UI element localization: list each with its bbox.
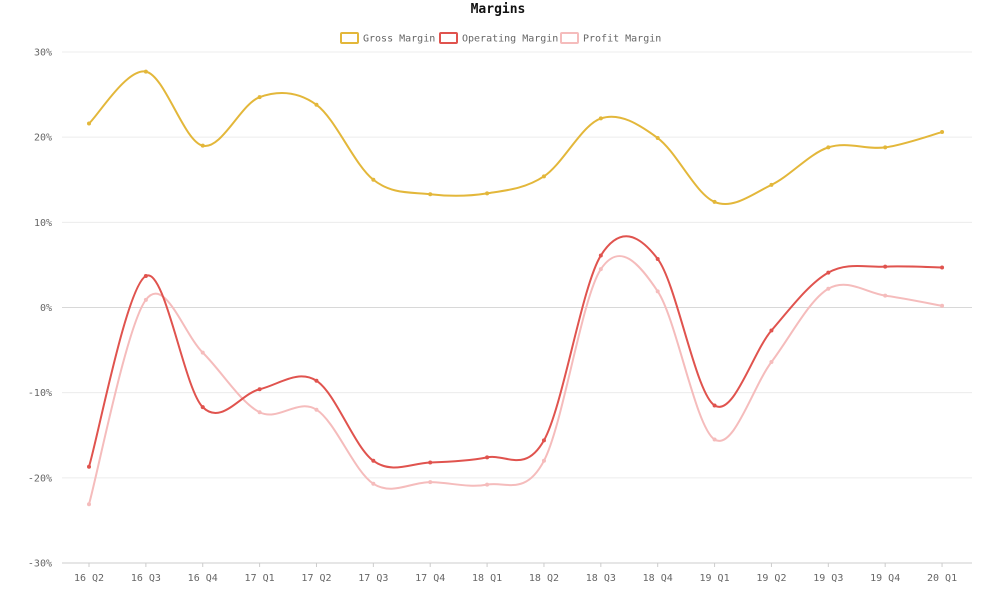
point-profit-margin-12[interactable] [769,360,774,365]
point-operating-margin-6[interactable] [428,460,433,465]
x-tick-label: 17 Q4 [415,573,445,584]
point-gross-margin-6[interactable] [428,192,433,197]
x-tick-label: 18 Q2 [529,573,559,584]
legend-swatch [340,32,359,44]
legend-swatch [560,32,579,44]
x-tick-label: 19 Q2 [756,573,786,584]
y-tick-label: 0% [40,303,52,314]
point-gross-margin-9[interactable] [598,116,603,121]
x-tick-label: 18 Q1 [472,573,502,584]
point-profit-margin-15[interactable] [940,303,945,308]
point-gross-margin-4[interactable] [314,102,319,107]
series-operating-margin [87,235,945,469]
legend-swatch [439,32,458,44]
point-profit-margin-2[interactable] [200,350,205,355]
point-profit-margin-4[interactable] [314,407,319,412]
point-profit-margin-5[interactable] [371,481,376,486]
x-tick-label: 17 Q3 [358,573,388,584]
x-tick-label: 18 Q3 [586,573,616,584]
point-gross-margin-1[interactable] [143,69,148,74]
x-tick-label: 16 Q3 [131,573,161,584]
line-operating-margin [88,235,943,469]
x-tick-label: 19 Q4 [870,573,900,584]
x-tick-label: 16 Q2 [74,573,104,584]
legend-label: Gross Margin [363,34,435,45]
point-profit-margin-14[interactable] [883,293,888,298]
point-operating-margin-5[interactable] [371,458,376,463]
legend-item-profit-margin[interactable]: Profit Margin [560,32,661,45]
point-gross-margin-0[interactable] [87,121,91,126]
point-operating-margin-3[interactable] [257,387,262,392]
point-profit-margin-13[interactable] [826,286,831,291]
legend[interactable]: Gross Margin Operating Margin Profit Margi… [340,32,661,45]
y-axis: 30% 20% 10% 0% -10% -20% -30% [28,48,52,570]
legend-item-gross-margin[interactable]: Gross Margin [340,32,435,45]
line-profit-margin [88,255,943,505]
point-gross-margin-3[interactable] [257,95,262,100]
x-tick-label: 19 Q1 [700,573,730,584]
point-gross-margin-14[interactable] [883,145,888,150]
legend-label: Profit Margin [583,34,661,45]
series-lines [87,69,945,507]
point-gross-margin-8[interactable] [541,174,546,179]
point-operating-margin-4[interactable] [314,378,319,383]
point-gross-margin-2[interactable] [200,143,205,148]
point-operating-margin-0[interactable] [87,464,91,469]
point-gross-margin-7[interactable] [485,191,490,196]
y-tick-label: -10% [28,388,52,399]
point-gross-margin-12[interactable] [769,182,774,187]
chart-title: Margins [471,2,526,17]
x-axis: 16 Q2 16 Q3 16 Q4 17 Q1 17 Q2 17 Q3 17 Q4 18 Q1… [74,563,957,584]
x-tick-label: 19 Q3 [813,573,843,584]
point-gross-margin-13[interactable] [826,145,831,150]
point-gross-margin-11[interactable] [712,199,717,204]
x-tick-label: 16 Q4 [188,573,218,584]
point-profit-margin-9[interactable] [598,267,603,272]
point-profit-margin-7[interactable] [485,482,490,487]
point-operating-margin-2[interactable] [200,405,205,410]
x-tick-label: 20 Q1 [927,573,957,584]
point-operating-margin-11[interactable] [712,403,717,408]
point-profit-margin-3[interactable] [257,410,262,415]
x-tick-label: 17 Q1 [245,573,275,584]
y-tick-label: -30% [28,559,52,570]
point-operating-margin-1[interactable] [143,273,148,278]
y-tick-label: 30% [34,48,52,59]
point-operating-margin-9[interactable] [598,253,603,258]
point-profit-margin-0[interactable] [87,502,91,507]
line-gross-margin [88,70,943,205]
point-gross-margin-10[interactable] [655,136,660,141]
point-operating-margin-12[interactable] [769,328,774,333]
point-operating-margin-14[interactable] [883,264,888,269]
x-tick-label: 18 Q4 [643,573,673,584]
x-tick-label: 17 Q2 [301,573,331,584]
point-gross-margin-5[interactable] [371,177,376,182]
series-gross-margin [87,69,945,205]
series-profit-margin [87,255,945,507]
point-operating-margin-8[interactable] [541,438,546,443]
legend-label: Operating Margin [462,34,558,45]
point-profit-margin-6[interactable] [428,480,433,485]
point-gross-margin-15[interactable] [940,130,945,135]
point-operating-margin-15[interactable] [940,265,945,270]
y-tick-label: -20% [28,473,52,484]
point-profit-margin-1[interactable] [143,297,148,302]
legend-item-operating-margin[interactable]: Operating Margin [439,32,558,45]
point-operating-margin-7[interactable] [485,455,490,460]
point-operating-margin-13[interactable] [826,270,831,275]
y-tick-label: 20% [34,133,52,144]
point-profit-margin-10[interactable] [655,289,660,294]
point-profit-margin-11[interactable] [712,437,717,442]
y-tick-label: 10% [34,218,52,229]
grid [62,51,972,564]
point-operating-margin-10[interactable] [655,256,660,261]
point-profit-margin-8[interactable] [541,458,546,463]
